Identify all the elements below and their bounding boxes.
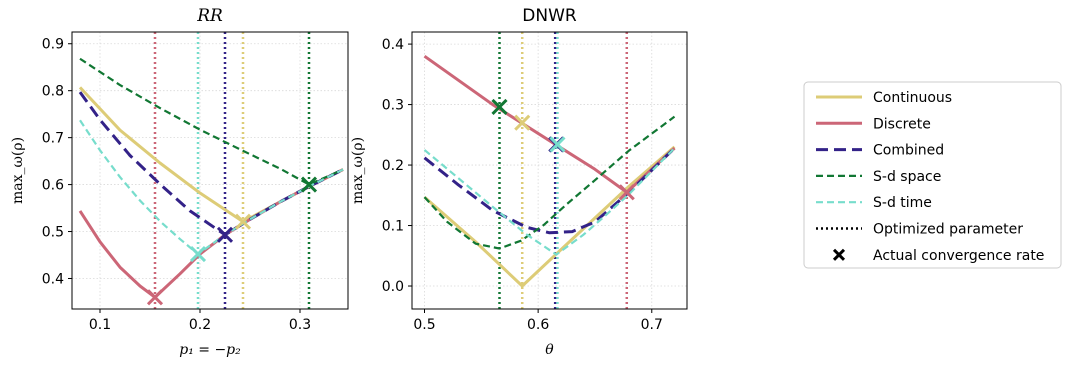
plot-frame	[72, 32, 348, 309]
legend-label-actual-convergence-rate: Actual convergence rate	[873, 248, 1044, 264]
series-line-continuous	[80, 87, 343, 221]
legend-label-discrete: Discrete	[873, 116, 931, 132]
y-tick-label: 0.4	[42, 271, 64, 287]
y-axis-label: max_ω(ρ)	[10, 137, 26, 204]
series-line-s-d-time	[425, 148, 675, 254]
legend-label-optimized-parameter: Optimized parameter	[873, 222, 1023, 238]
series-line-continuous	[425, 147, 675, 286]
x-tick-label: 0.6	[527, 317, 549, 333]
y-tick-label: 0.2	[382, 158, 404, 174]
y-tick-label: 0.4	[382, 37, 404, 53]
chart-title: DNWR	[522, 6, 577, 26]
x-tick-label: 0.1	[89, 317, 111, 333]
x-axis-label: θ	[545, 342, 554, 358]
x-axis-label: p₁ = −p₂	[179, 342, 241, 358]
x-tick-label: 0.3	[289, 317, 311, 333]
legend-label-combined: Combined	[873, 143, 944, 159]
series-line-discrete	[425, 56, 675, 192]
legend-label-continuous: Continuous	[873, 90, 952, 106]
y-tick-label: 0.6	[42, 178, 64, 194]
plot-rr: 0.1 0.2 0.3 0.4 0.5 0.6 0.7 0.8 0.9 RR p₁ = −p₂ max…	[10, 6, 348, 358]
y-tick-label: 0.3	[382, 98, 404, 114]
convergence-marker-combined	[218, 228, 232, 242]
series-line-combined	[80, 92, 343, 235]
series-line-s-d-space	[80, 59, 343, 185]
y-tick-label: 0.1	[382, 219, 404, 235]
x-tick-label: 0.5	[413, 317, 435, 333]
plot-dnwr: 0.5 0.6 0.7 0.0 0.1 0.2 0.3 0.4 DNWR θ max_ω(ρ)	[350, 6, 687, 358]
series-line-combined	[425, 148, 675, 233]
legend-label-s-d-space: S-d space	[873, 169, 941, 185]
y-tick-label: 0.5	[42, 225, 64, 241]
legend: Continuous Discrete Combined S-d space S-d t…	[804, 82, 1061, 268]
legend-label-s-d-time: S-d time	[873, 195, 932, 211]
x-tick-label: 0.7	[641, 317, 663, 333]
y-tick-label: 0.8	[42, 84, 64, 100]
series-line-s-d-time	[80, 120, 343, 254]
y-tick-label: 0.9	[42, 37, 64, 53]
y-tick-label: 0.0	[382, 279, 404, 295]
y-tick-label: 0.7	[42, 131, 64, 147]
chart-title: RR	[196, 6, 223, 26]
y-axis-label: max_ω(ρ)	[350, 137, 366, 204]
x-tick-label: 0.2	[189, 317, 211, 333]
convergence-marker-s-d-time	[550, 137, 564, 151]
